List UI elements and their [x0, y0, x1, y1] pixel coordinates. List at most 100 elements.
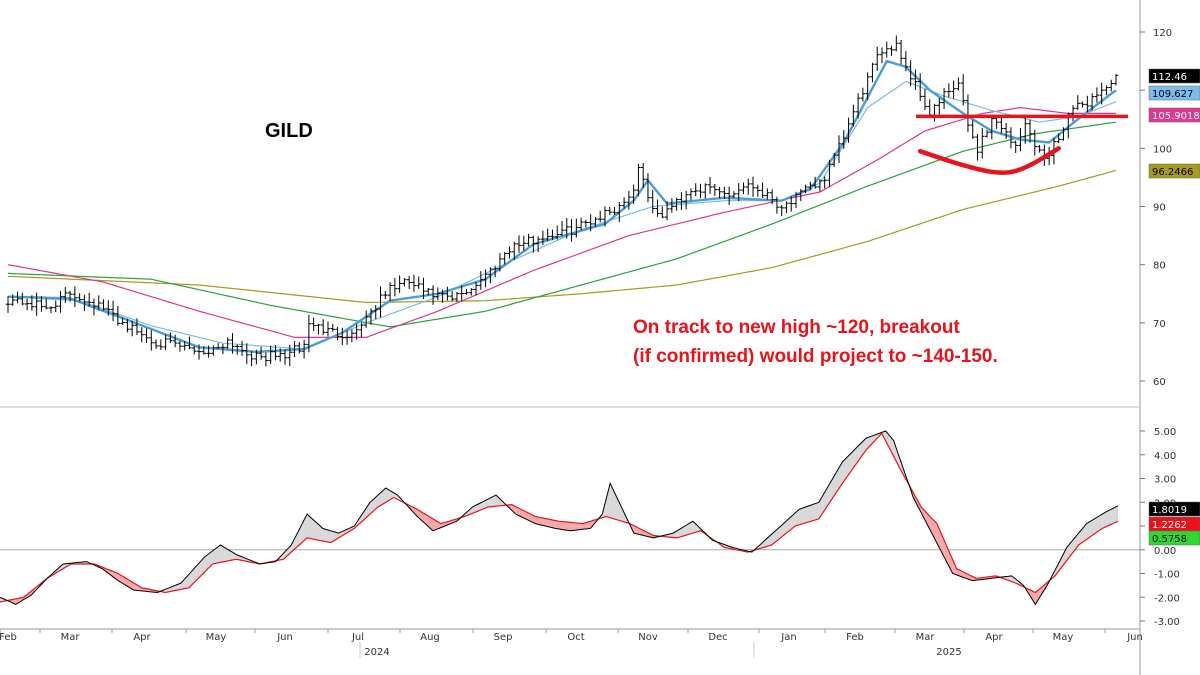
ohlc-bar: [344, 330, 350, 345]
osc-fill-segment: [472, 505, 477, 514]
ohlc-bar: [120, 317, 125, 325]
osc-fill-segment: [370, 498, 374, 515]
osc-fill-segment: [373, 495, 378, 511]
month-tick-label: Jul: [351, 632, 364, 643]
osc-fill-segment: [763, 537, 768, 548]
osc-fill-segment: [181, 578, 186, 590]
ohlc-bar: [435, 287, 441, 300]
osc-tick-label: -2.00: [1154, 593, 1180, 604]
osc-fill-segment: [1106, 509, 1111, 527]
ma-line-green: [7, 121, 1117, 328]
ohlc-bar: [426, 287, 431, 296]
month-tick-label: Jun: [276, 632, 293, 643]
ohlc-bar: [746, 178, 751, 195]
ohlc-bar: [72, 286, 78, 307]
ohlc-bar: [311, 317, 316, 331]
osc-fill-segment: [429, 516, 434, 531]
ohlc-bar: [1037, 144, 1042, 153]
osc-fill-segment: [307, 514, 311, 539]
month-tick-label: Apr: [133, 632, 151, 643]
osc-slow-line: [0, 432, 1119, 603]
osc-fill-segment: [476, 503, 481, 512]
ohlc-bar: [645, 173, 651, 203]
osc-fill-segment: [488, 497, 493, 507]
ohlc-bar: [832, 152, 837, 167]
osc-fill-segment: [31, 587, 36, 595]
ohlc-bar: [607, 206, 612, 216]
ohlc-bar: [789, 196, 794, 212]
ohlc-bar: [908, 60, 913, 87]
price-tick-label: 100: [1153, 144, 1172, 155]
osc-fill-segment: [803, 506, 808, 524]
ohlc-bar: [440, 289, 445, 303]
osc-fill-segment: [330, 530, 335, 543]
osc-fill-segment: [228, 549, 233, 561]
year-tick-label: 2024: [364, 647, 389, 658]
chart-annotation: On track to new high ~120, breakout (if …: [633, 313, 1173, 371]
ohlc-bar: [316, 323, 321, 335]
ohlc-bar: [192, 345, 197, 355]
ohlc-bar: [421, 277, 426, 299]
price-tick-label: 90: [1153, 203, 1166, 214]
osc-fill-segment: [188, 569, 193, 588]
ohlc-bar: [411, 274, 417, 292]
osc-tick-label: -1.00: [1154, 570, 1180, 581]
osc-fill-segment: [114, 571, 119, 581]
ohlc-bar: [803, 184, 808, 193]
month-tick-label: Aug: [420, 632, 440, 643]
ohlc-bar: [177, 340, 183, 352]
ohlc-bar: [984, 129, 990, 138]
ohlc-bar: [387, 282, 393, 301]
ohlc-bar: [392, 277, 398, 297]
ohlc-bar: [650, 189, 655, 214]
ohlc-bar: [1094, 87, 1100, 103]
ohlc-bar: [502, 251, 507, 265]
osc-fill-segment: [468, 507, 473, 515]
ohlc-bar: [44, 298, 49, 310]
osc-fill-segment: [212, 547, 217, 564]
osc-fill-segment: [1086, 521, 1091, 540]
month-tick-label: Dec: [708, 632, 727, 643]
ohlc-bar: [335, 326, 340, 341]
osc-fill-segment: [543, 518, 548, 527]
ohlc-bar: [593, 216, 598, 227]
osc-fill-segment: [496, 495, 500, 507]
ohlc-bar: [903, 51, 909, 72]
ohlc-bar: [158, 339, 164, 350]
osc-fill-segment: [314, 521, 319, 541]
ohlc-bar: [526, 233, 531, 247]
osc-fill-segment: [582, 522, 587, 530]
ohlc-bar: [960, 74, 966, 106]
ohlc-bar: [29, 295, 35, 311]
ohlc-bar: [416, 276, 421, 289]
ohlc-bar: [244, 343, 249, 364]
ohlc-bar: [851, 104, 856, 127]
ohlc-bar: [941, 87, 947, 109]
osc-fill-segment: [1031, 590, 1036, 605]
ohlc-bar: [454, 291, 460, 302]
osc-fill-segment: [791, 512, 796, 530]
osc-fill-segment: [885, 431, 890, 449]
osc-fill-segment: [137, 585, 142, 591]
osc-fill-segment: [917, 499, 922, 513]
osc-fill-segment: [948, 550, 953, 574]
osc-fill-segment: [929, 515, 933, 536]
price-value-badge-label: 96.2466: [1152, 167, 1193, 178]
ohlc-bar: [196, 344, 202, 360]
month-tick-label: May: [1053, 632, 1074, 643]
osc-fill-segment: [783, 520, 788, 536]
osc-fill-segment: [192, 565, 197, 584]
ohlc-bars: [5, 35, 1119, 367]
osc-fill-segment: [610, 483, 615, 519]
ohlc-bar: [106, 300, 111, 316]
ticker-title: GILD: [265, 120, 313, 142]
ohlc-bar: [559, 221, 565, 237]
osc-fast-line: [0, 430, 1119, 606]
ohlc-bar: [1080, 101, 1085, 108]
osc-fill-segment: [830, 475, 835, 502]
month-tick-label: Mar: [61, 632, 81, 643]
price-value-badge-bg: [1148, 163, 1200, 179]
osc-value-badge: 1.2262: [1148, 516, 1200, 532]
ohlc-bar: [187, 336, 192, 350]
osc-fill-segment: [566, 522, 571, 531]
